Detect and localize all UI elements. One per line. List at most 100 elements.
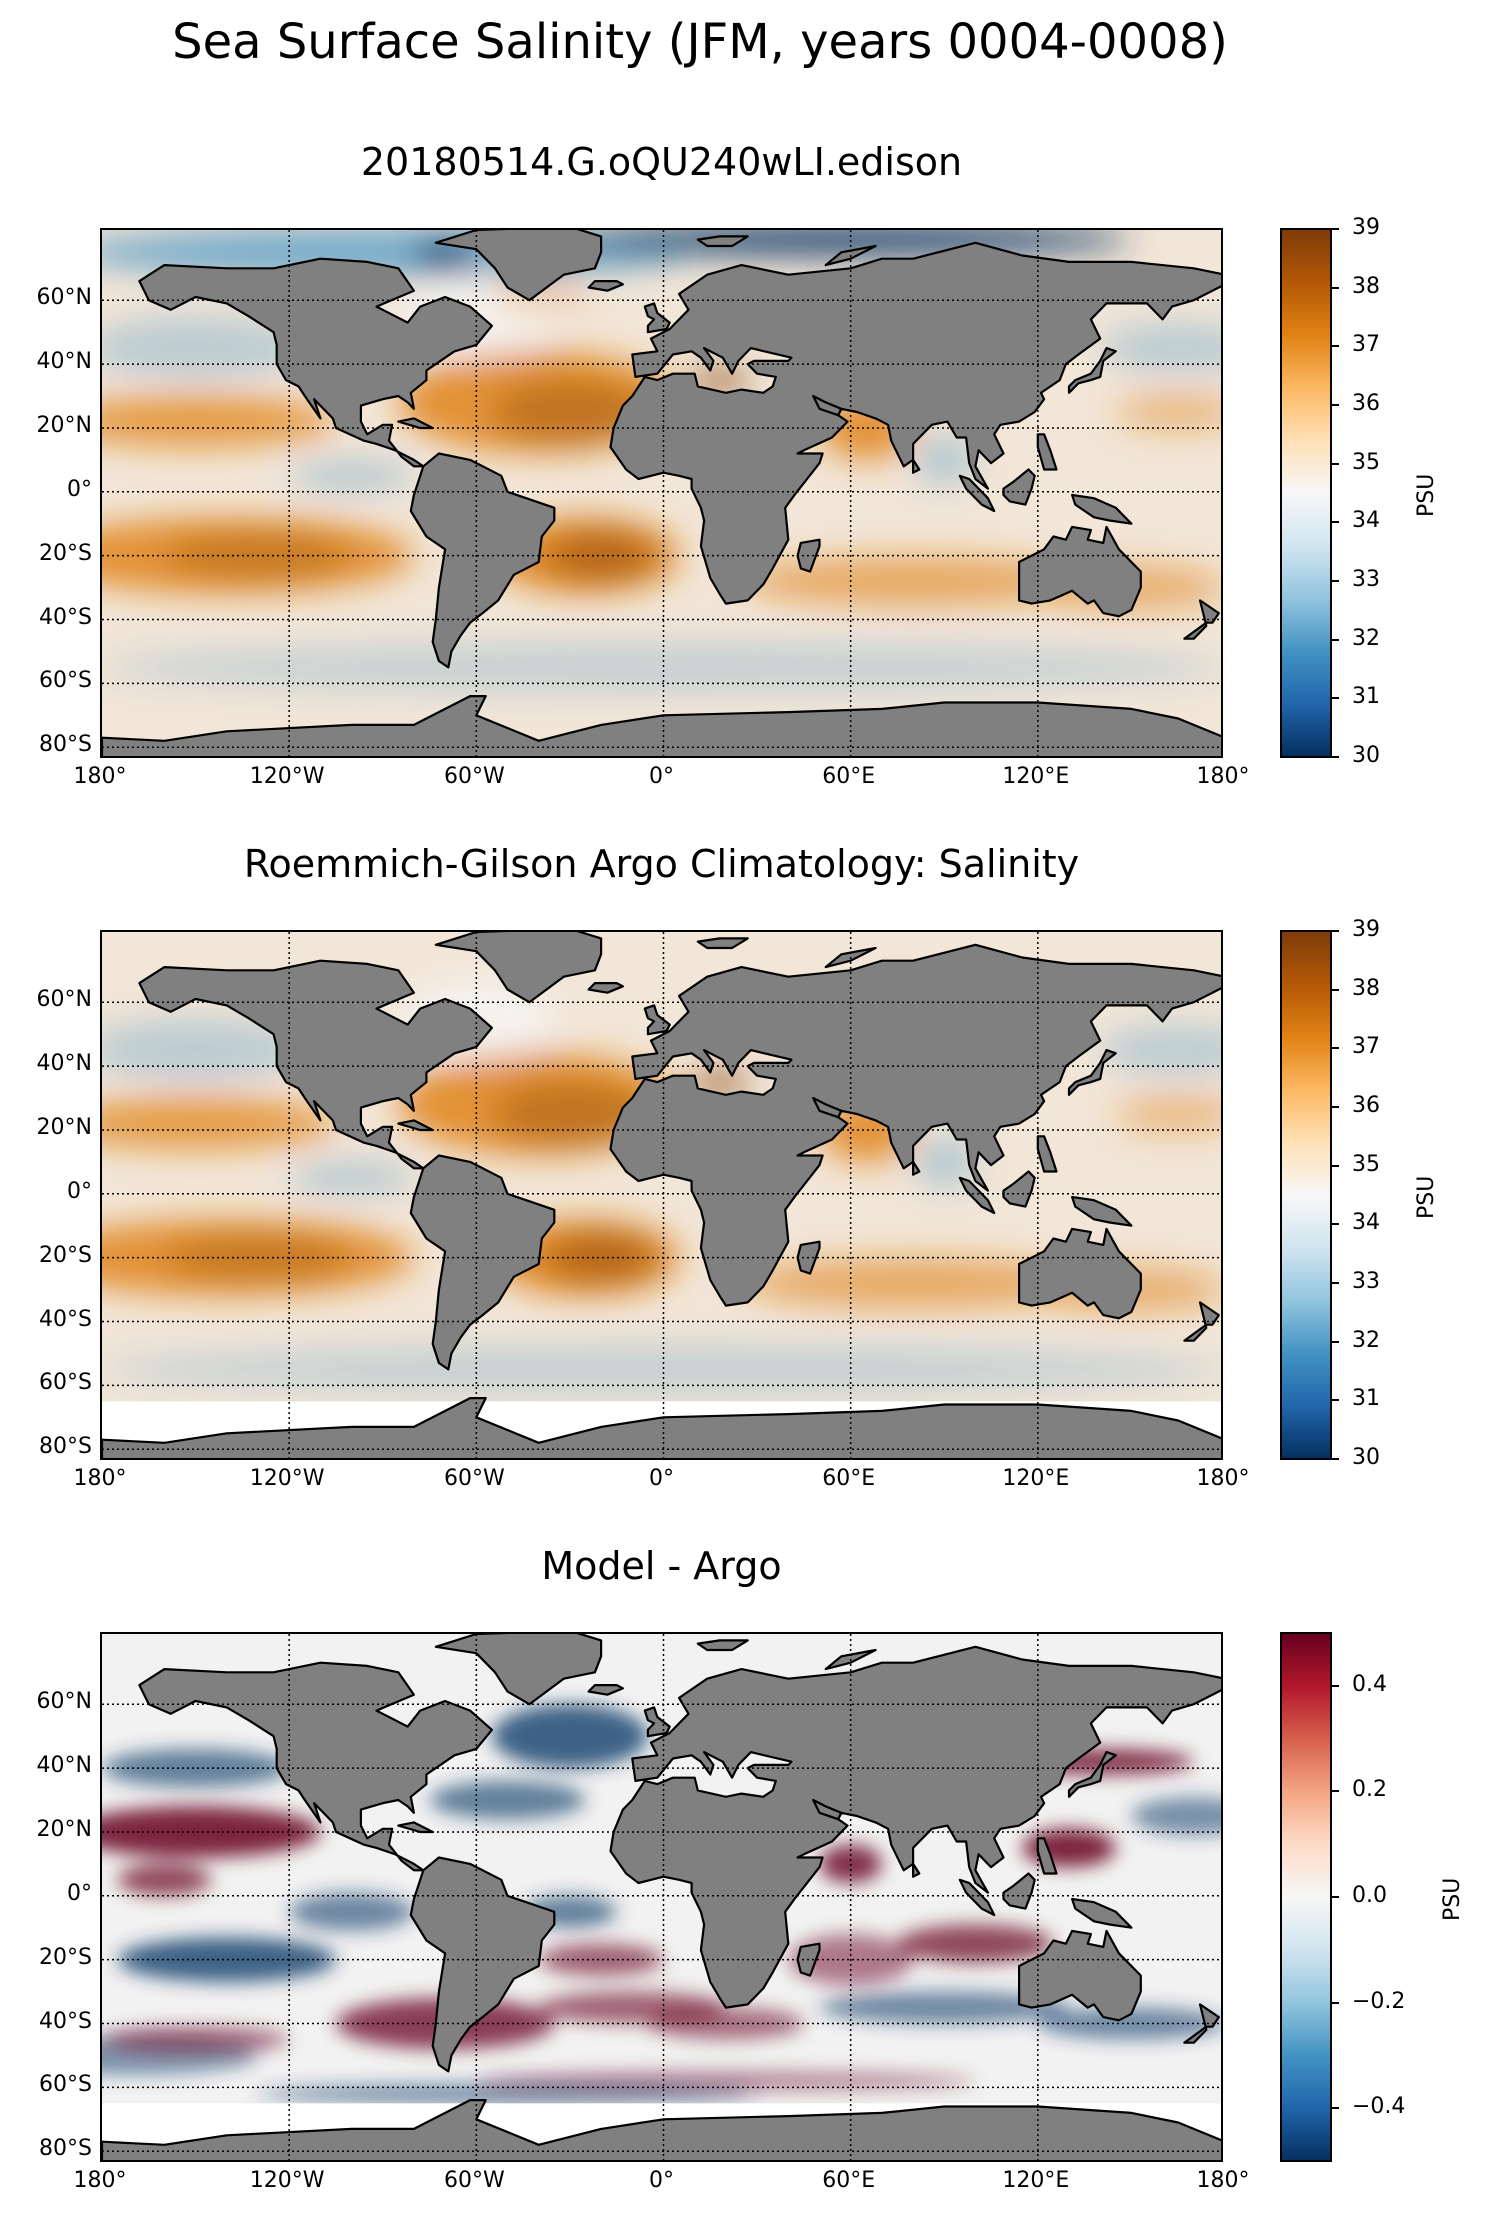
colorbar-tick	[1331, 1684, 1339, 1687]
colorbar-tick	[1331, 462, 1339, 465]
panel-1-colorbar	[1280, 228, 1332, 758]
y-tick-label: 20°N	[36, 1816, 92, 1842]
field-patch	[688, 1072, 751, 1092]
land-sumatra	[958, 1878, 996, 1917]
land-sriLanka	[911, 458, 921, 474]
y-tick-label: 60°N	[36, 1689, 92, 1715]
x-tick-label: 60°W	[443, 764, 505, 789]
land-sumatra	[958, 1176, 996, 1215]
panel-1-title: 20180514.G.oQU240wLI.edison	[360, 140, 963, 184]
land-northAmerica	[138, 959, 493, 1170]
field-patch	[819, 1991, 1070, 2024]
land-northAmerica	[138, 257, 493, 468]
field-patch	[1115, 392, 1221, 432]
field-patch	[102, 641, 1221, 693]
colorbar-tick-label: 36	[1352, 391, 1380, 416]
field-patch	[1100, 1024, 1221, 1076]
y-tick-label: 60°N	[36, 987, 92, 1013]
panel-2-field	[102, 932, 1221, 1458]
colorbar-tick-label: 32	[1352, 1327, 1380, 1353]
x-tick-label: 60°E	[822, 1466, 876, 1491]
land-greenland	[434, 1634, 603, 1706]
colorbar-tick-label: 30	[1352, 743, 1380, 768]
field-patch	[102, 1806, 321, 1858]
land-southAmerica	[409, 452, 556, 669]
land-arabianGulfGap	[812, 394, 843, 417]
land-newZealand	[1183, 2003, 1220, 2044]
colorbar-tick-label: 32	[1352, 625, 1380, 651]
colorbar-tick-label: 39	[1352, 215, 1380, 240]
colorbar-tick-label: 0.4	[1352, 1671, 1387, 1697]
x-tick-label: 60°W	[443, 1466, 505, 1491]
field-patch	[429, 1780, 586, 1820]
x-tick-label: 120°W	[249, 2168, 325, 2193]
y-tick-label: 40°S	[39, 2008, 92, 2034]
x-tick-label: 0°	[649, 1466, 674, 1491]
panel-3-field	[102, 1634, 1221, 2160]
colorbar-tick-label: 31	[1352, 684, 1380, 710]
field-patch	[102, 1098, 336, 1150]
land-newGuinea	[1070, 1897, 1133, 1929]
colorbar-tick	[1331, 1164, 1339, 1167]
land-japan	[1067, 1048, 1117, 1096]
colorbar-unit-label: PSU	[1414, 1175, 1439, 1219]
field-patch	[913, 434, 976, 486]
colorbar-tick	[1331, 697, 1339, 700]
panel-2-colorbar	[1280, 930, 1332, 1460]
colorbar-tick	[1331, 580, 1339, 582]
colorbar-tick-label: 39	[1352, 917, 1380, 942]
field-patch	[544, 1232, 658, 1284]
colorbar-tick	[1331, 1223, 1339, 1226]
land-svalbard	[696, 1639, 749, 1652]
land-sriLanka	[911, 1160, 921, 1176]
field-patch	[1100, 322, 1221, 374]
land-iceland	[587, 279, 625, 292]
y-tick-label: 40°N	[36, 1753, 92, 1779]
colorbar-tick	[1331, 988, 1339, 991]
colorbar-tick	[1331, 1458, 1339, 1460]
land-philippines	[1036, 433, 1058, 471]
y-tick-label: 60°S	[39, 1370, 92, 1396]
field-patch	[647, 2007, 804, 2040]
y-tick-label: 20°N	[36, 1114, 92, 1140]
colorbar-tick-label: 36	[1352, 1093, 1380, 1118]
field-patch	[1115, 1094, 1221, 1134]
land-iceland	[587, 981, 625, 994]
land-svalbard	[696, 235, 749, 248]
land-arabianGulfGap	[812, 1798, 843, 1821]
colorbar-tick	[1331, 1106, 1339, 1108]
y-tick-label: 20°S	[39, 540, 92, 566]
figure-title: Sea Surface Salinity (JFM, years 0004-00…	[172, 14, 1228, 70]
field-patch	[102, 1748, 290, 1788]
field-patch	[289, 1892, 414, 1931]
colorbar-unit-label: PSU	[1414, 473, 1439, 517]
field-patch	[819, 1844, 882, 1884]
field-patch	[897, 1924, 1054, 1963]
field-patch	[102, 2026, 290, 2053]
field-patch	[741, 555, 1085, 607]
field-patch	[688, 370, 751, 390]
x-tick-label: 0°	[649, 2168, 674, 2193]
field-patch	[117, 1863, 212, 1896]
land-southAmerica	[409, 1856, 556, 2073]
panel-1-map	[100, 228, 1223, 758]
y-tick-label: 0°	[67, 1880, 92, 1906]
y-tick-label: 0°	[67, 476, 92, 502]
land-newZealand	[1183, 1301, 1220, 1342]
colorbar-tick	[1331, 2107, 1339, 2110]
colorbar-tick	[1331, 404, 1339, 406]
y-tick-label: 0°	[67, 1178, 92, 1204]
colorbar-tick	[1331, 930, 1339, 932]
colorbar-tick	[1331, 1340, 1339, 1343]
land-australia	[1017, 1227, 1142, 1320]
colorbar-tick-label: 0.2	[1352, 1777, 1387, 1803]
y-tick-label: 20°N	[36, 412, 92, 438]
land-southAmerica	[409, 1154, 556, 1371]
colorbar-tick	[1331, 1399, 1339, 1402]
colorbar-tick	[1331, 1047, 1339, 1050]
y-tick-label: 40°N	[36, 349, 92, 375]
colorbar-tick	[1331, 756, 1339, 758]
panel-1-field	[102, 230, 1221, 756]
colorbar-tick	[1331, 345, 1339, 348]
colorbar-tick-label: 37	[1352, 332, 1380, 358]
